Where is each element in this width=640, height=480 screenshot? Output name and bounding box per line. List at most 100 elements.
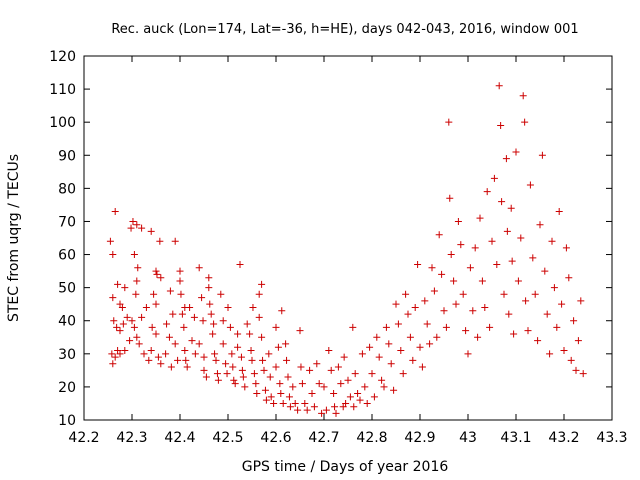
data-point (202, 373, 210, 381)
data-point (267, 393, 275, 401)
data-point (459, 290, 467, 298)
data-point (558, 300, 566, 308)
x-tick-label: 42.2 (68, 430, 99, 446)
data-point (490, 174, 498, 182)
data-point (214, 376, 222, 384)
data-point (577, 297, 585, 305)
data-point (392, 300, 400, 308)
data-point (512, 148, 520, 156)
data-point (382, 323, 390, 331)
data-point (318, 409, 326, 417)
data-point (119, 320, 127, 328)
data-point (259, 356, 267, 364)
y-tick-label: 110 (49, 82, 76, 98)
data-point (471, 244, 479, 252)
plot-frame (83, 55, 613, 421)
data-point (330, 390, 338, 398)
data-point (130, 323, 138, 331)
data-point (308, 390, 316, 398)
data-point (111, 208, 119, 216)
data-point (495, 82, 503, 90)
data-point (176, 277, 184, 285)
data-point (250, 370, 258, 378)
data-point (433, 333, 441, 341)
data-point (209, 330, 217, 338)
y-tick-label: 50 (58, 281, 76, 297)
data-point (177, 290, 185, 298)
data-point (306, 366, 314, 374)
data-point (253, 390, 261, 398)
data-point (169, 310, 177, 318)
data-point (133, 221, 141, 229)
data-point (344, 376, 352, 384)
data-point (546, 350, 554, 358)
data-point (462, 327, 470, 335)
data-point (303, 406, 311, 414)
data-point (337, 380, 345, 388)
data-point (241, 383, 249, 391)
data-point (296, 327, 304, 335)
data-point (246, 330, 254, 338)
data-point (145, 356, 153, 364)
data-point (320, 383, 328, 391)
data-point (282, 340, 290, 348)
data-point (510, 330, 518, 338)
data-point (154, 353, 162, 361)
data-point (138, 313, 146, 321)
data-point (289, 383, 297, 391)
data-point (517, 234, 525, 242)
data-point (229, 363, 237, 371)
data-point (272, 323, 280, 331)
data-point (261, 386, 269, 394)
data-point (375, 353, 383, 361)
data-point (129, 217, 137, 225)
data-point (258, 333, 266, 341)
data-point (205, 284, 213, 292)
data-point (140, 350, 148, 358)
data-point (560, 347, 568, 355)
x-tick-label: 42.5 (212, 430, 243, 446)
data-point (195, 340, 203, 348)
data-point (411, 303, 419, 311)
y-tick-label: 10 (58, 413, 76, 429)
data-point (152, 330, 160, 338)
data-point (270, 399, 278, 407)
data-point (349, 323, 357, 331)
data-point (500, 290, 508, 298)
data-point (356, 396, 364, 404)
data-point (555, 208, 563, 216)
data-points (106, 82, 587, 417)
data-point (156, 237, 164, 245)
data-point (567, 356, 575, 364)
data-point (260, 366, 268, 374)
data-point (426, 340, 434, 348)
data-point (150, 290, 158, 298)
data-point (385, 340, 393, 348)
data-point (358, 350, 366, 358)
data-point (252, 380, 260, 388)
y-tick-label: 20 (58, 380, 76, 396)
data-point (121, 284, 129, 292)
data-point (346, 393, 354, 401)
data-point (428, 264, 436, 272)
data-point (167, 363, 175, 371)
data-point (279, 399, 287, 407)
data-point (481, 303, 489, 311)
data-point (286, 403, 294, 411)
data-point (421, 297, 429, 305)
data-point (255, 313, 263, 321)
data-point (181, 347, 189, 355)
data-point (423, 320, 431, 328)
data-point (524, 327, 532, 335)
data-point (198, 294, 206, 302)
data-point (228, 350, 236, 358)
x-tick-label: 42.6 (260, 430, 291, 446)
data-point (138, 224, 146, 232)
y-tick-label: 60 (58, 248, 76, 264)
data-point (135, 340, 143, 348)
data-point (342, 399, 350, 407)
y-tick-label: 30 (58, 347, 76, 363)
data-point (243, 320, 251, 328)
data-point (234, 343, 242, 351)
data-point (291, 399, 299, 407)
